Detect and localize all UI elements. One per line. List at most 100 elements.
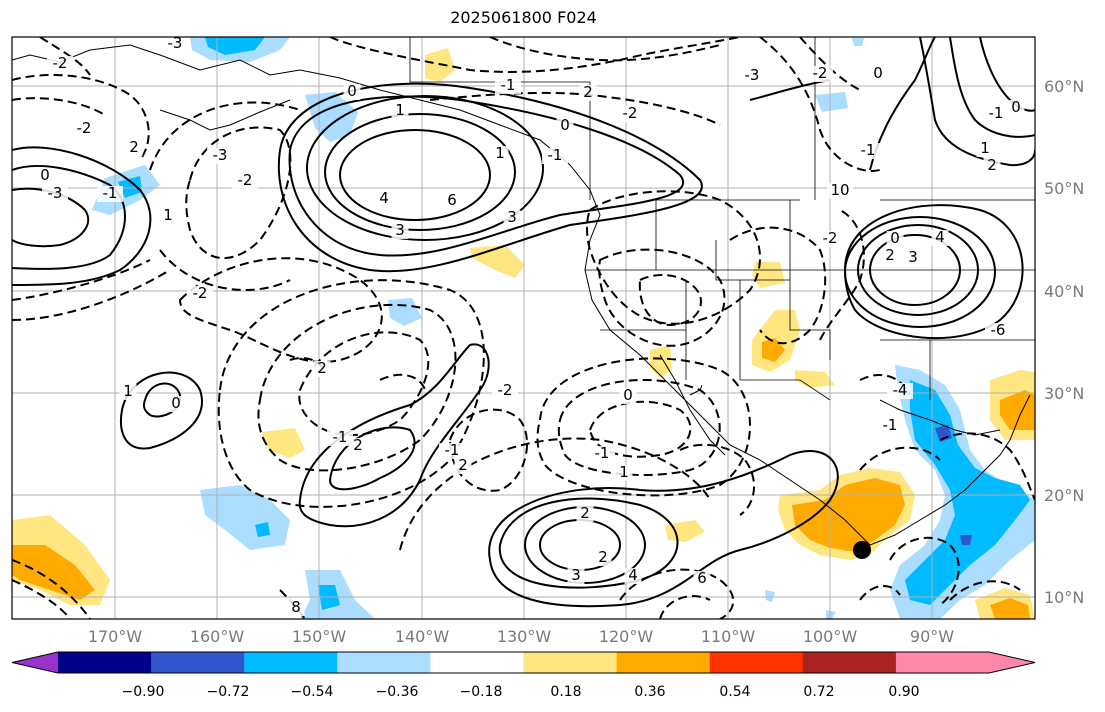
colorbar-bin — [151, 652, 245, 673]
contour-label-bg — [976, 141, 994, 157]
contour-label: -1 — [103, 184, 118, 202]
contour-label: -1 — [445, 441, 460, 459]
contour-label: -1 — [548, 146, 563, 164]
contour-label-bg — [343, 84, 361, 100]
contour-label-bg — [983, 106, 1009, 122]
contour-label: 0 — [1011, 98, 1021, 116]
contour-label-bg — [349, 438, 367, 454]
contour-label: 2 — [129, 138, 139, 156]
colorbar-bin — [802, 652, 897, 673]
contour-label: 4 — [379, 189, 389, 207]
colorbar-bin — [244, 652, 338, 673]
colorbar-bin — [430, 652, 524, 673]
contour-label: -2 — [623, 104, 638, 122]
contour-label-bg — [287, 600, 305, 616]
contour-label: -6 — [991, 321, 1006, 339]
contour-label: -1 — [861, 141, 876, 159]
contour-label-bg — [693, 571, 711, 587]
lat-label: 20°N — [1044, 486, 1084, 505]
colorbar-tick: 0.90 — [888, 684, 919, 700]
contour-label: 0 — [623, 386, 633, 404]
colorbar-tick: −0.90 — [122, 684, 165, 700]
contour-label-bg — [556, 118, 574, 134]
contour-label: -1 — [989, 104, 1004, 122]
colorbar-bin — [523, 652, 618, 673]
contour-label-bg — [159, 208, 177, 224]
contour-label-bg — [167, 396, 185, 412]
contour-label: 4 — [935, 228, 945, 246]
contour-label: 1 — [395, 101, 405, 119]
contour-label-bg — [97, 186, 123, 202]
contour-label-bg — [36, 168, 54, 184]
contour-label: 6 — [697, 569, 707, 587]
contour-label: -2 — [498, 381, 513, 399]
contour-label: 1 — [980, 139, 990, 157]
contour-label-bg — [985, 323, 1011, 339]
contour-label-bg — [579, 85, 597, 101]
contour-label: 0 — [560, 116, 570, 134]
lon-label: 110°W — [701, 627, 756, 646]
contour-label: -2 — [77, 119, 92, 137]
contour-label: 3 — [395, 221, 405, 239]
lon-label: 130°W — [497, 627, 552, 646]
colorbar-tick-labels: −0.90 −0.72 −0.54 −0.36 −0.18 0.18 0.36 … — [122, 684, 920, 700]
latitude-labels: 60°N 50°N 40°N 30°N 20°N 10°N — [1044, 77, 1084, 607]
contour-label: 1 — [495, 144, 505, 162]
colorbar-tick: −0.54 — [291, 684, 334, 700]
graticule — [12, 37, 1035, 619]
contour-label-bg — [983, 158, 1001, 174]
contour-label: 10 — [830, 181, 849, 199]
contour-label-bg — [439, 443, 465, 459]
contour-label-bg — [617, 106, 643, 122]
contour-label: 2 — [885, 246, 895, 264]
contour-label: -1 — [883, 416, 898, 434]
contour-label-bg — [391, 103, 409, 119]
contour-label: -3 — [745, 66, 760, 84]
contour-label: 8 — [291, 598, 301, 616]
contour-label: 1 — [619, 463, 629, 481]
colorbar-under-arrow — [12, 652, 58, 673]
contour-label-bg — [443, 193, 461, 209]
contour-label-bg — [207, 148, 233, 164]
contour-label-bg — [71, 121, 97, 137]
colorbar — [11, 651, 1036, 674]
lon-label: 90°W — [910, 627, 954, 646]
contour-label: 3 — [507, 208, 517, 226]
contour-label: 0 — [890, 229, 900, 247]
contour-label-bg — [327, 430, 353, 446]
contour-label-bg — [904, 250, 922, 266]
contour-label-bg — [567, 568, 585, 584]
contour-label: 4 — [628, 566, 638, 584]
contour-label-bg — [125, 140, 143, 156]
colorbar-bin — [709, 652, 804, 673]
map-title: 2025061800 F024 — [450, 8, 597, 27]
lon-label: 160°W — [190, 627, 245, 646]
colorbar-tick: −0.72 — [207, 684, 250, 700]
contour-label: 2 — [458, 456, 468, 474]
lon-label: 170°W — [88, 627, 143, 646]
contour-label: 3 — [571, 566, 581, 584]
lat-label: 10°N — [1044, 588, 1084, 607]
contour-label-bg — [492, 383, 518, 399]
contour-label: 2 — [583, 83, 593, 101]
contour-label: 3 — [908, 248, 918, 266]
contour-label-bg — [869, 66, 887, 82]
contour-label: 2 — [317, 359, 327, 377]
contour-label-bg — [931, 230, 949, 246]
contour-label-bg — [817, 231, 843, 247]
lat-label: 40°N — [1044, 282, 1084, 301]
contour-label-bg — [881, 248, 899, 264]
contour-label-bg — [576, 506, 594, 522]
contour-label-bg — [594, 550, 612, 566]
colorbar-bin — [337, 652, 431, 673]
contour-label-bg — [542, 148, 568, 164]
contour-label: -3 — [48, 184, 63, 202]
contour-label: 6 — [447, 191, 457, 209]
contour-label: -1 — [595, 444, 610, 462]
contour-label-bg — [162, 37, 188, 52]
colorbar-tick: −0.36 — [376, 684, 419, 700]
contour-label: 0 — [40, 166, 50, 184]
contour-label-bg — [503, 210, 521, 226]
contour-label-bg — [877, 418, 903, 434]
